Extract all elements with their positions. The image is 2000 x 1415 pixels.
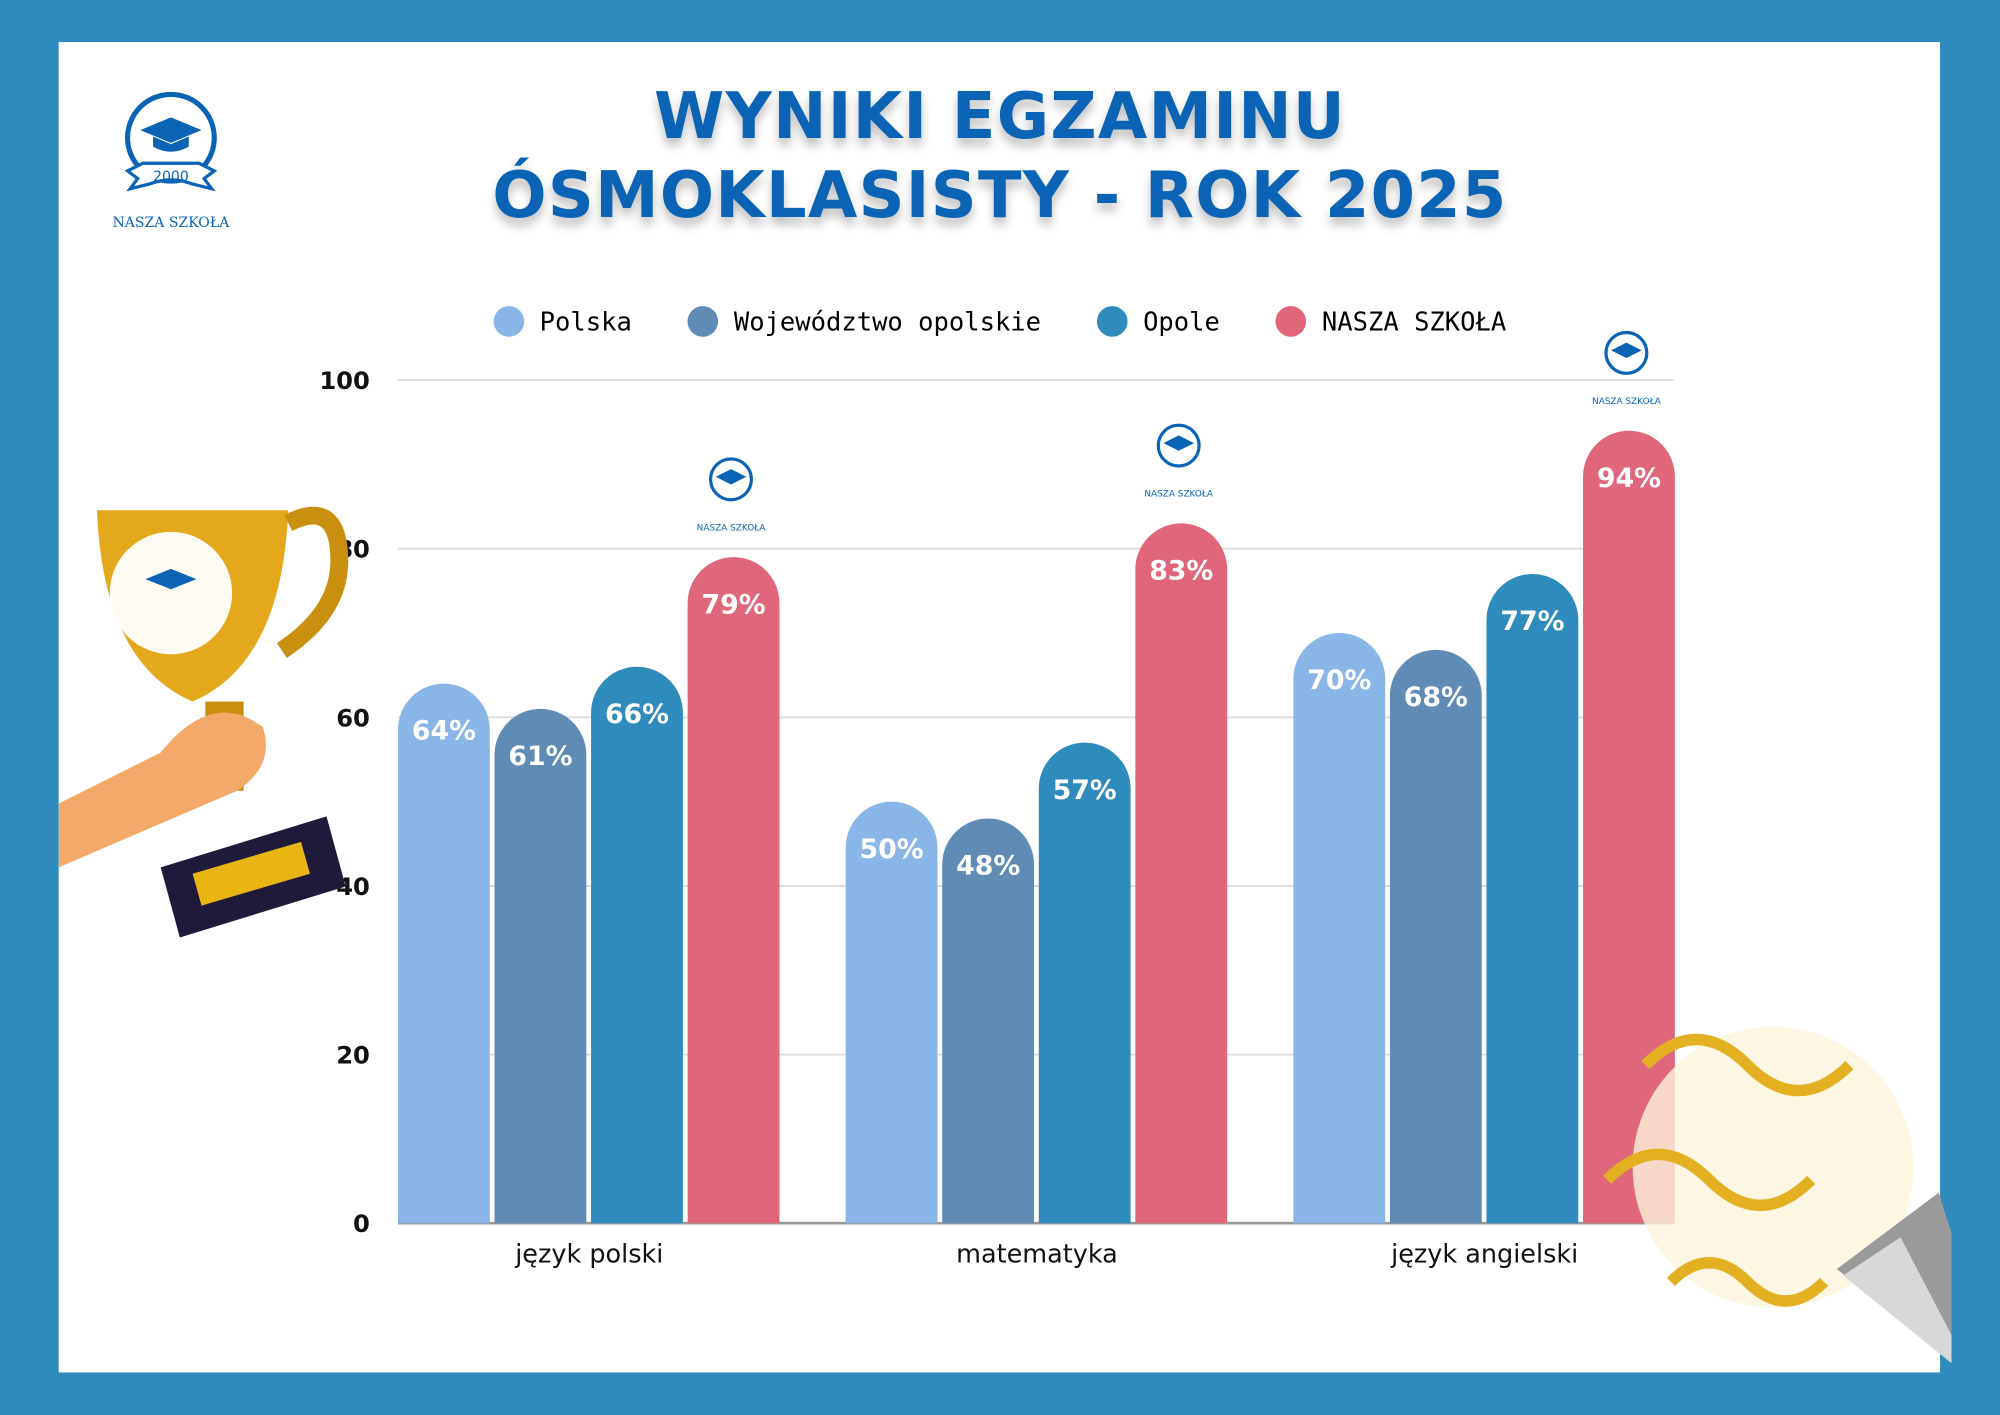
bar bbox=[1389, 649, 1482, 1224]
graduation-cap-icon bbox=[715, 469, 747, 485]
legend-swatch bbox=[493, 306, 525, 337]
bar bbox=[1583, 430, 1675, 1224]
legend-swatch bbox=[1097, 306, 1128, 337]
data-label: 77% bbox=[1500, 606, 1564, 637]
legend-item: Opole bbox=[1097, 306, 1220, 337]
school-logo-badge-icon bbox=[1156, 423, 1201, 468]
y-tick-label: 0 bbox=[353, 1210, 370, 1238]
x-tick-label: język angielski bbox=[1390, 1240, 1578, 1270]
data-label: 57% bbox=[1053, 775, 1117, 806]
legend-swatch bbox=[687, 306, 719, 337]
legend-label: Województwo opolskie bbox=[733, 306, 1042, 337]
legend-label: Opole bbox=[1143, 306, 1220, 337]
data-label: 61% bbox=[508, 741, 572, 772]
bar bbox=[845, 801, 938, 1224]
y-tick-label: 20 bbox=[336, 1042, 370, 1070]
graduation-cap-icon bbox=[1163, 435, 1194, 451]
legend-item: NASZA SZKOŁA bbox=[1275, 306, 1507, 337]
school-logo-badge-icon bbox=[708, 457, 753, 502]
data-label: 94% bbox=[1597, 463, 1661, 494]
data-label: 68% bbox=[1404, 682, 1468, 713]
bar bbox=[687, 557, 780, 1224]
logo-name: NASZA SZKOŁA bbox=[112, 214, 230, 231]
data-label: 66% bbox=[605, 699, 669, 730]
school-logo-badge-name: NASZA SZKOŁA bbox=[1144, 490, 1214, 500]
data-label: 70% bbox=[1307, 665, 1371, 696]
y-tick-label: 60 bbox=[336, 704, 370, 732]
school-logo-badge-name: NASZA SZKOŁA bbox=[1592, 397, 1662, 407]
graduation-cap-icon: 2000 bbox=[124, 91, 218, 192]
legend-swatch bbox=[1275, 306, 1307, 337]
bar bbox=[1135, 523, 1228, 1224]
data-label: 64% bbox=[412, 716, 476, 747]
title-line-1: WYNIKI EGZAMINU bbox=[653, 79, 1346, 154]
school-logo-badge-icon bbox=[1604, 330, 1649, 375]
logo-year: 2000 bbox=[153, 169, 189, 185]
bar bbox=[1038, 742, 1131, 1224]
legend-item: Polska bbox=[493, 306, 632, 337]
bar bbox=[397, 683, 490, 1224]
bar bbox=[494, 708, 587, 1224]
data-label: 79% bbox=[702, 589, 766, 620]
bar bbox=[1486, 574, 1579, 1224]
bar bbox=[591, 666, 683, 1224]
legend-label: Polska bbox=[539, 306, 632, 337]
bar bbox=[1293, 633, 1386, 1224]
y-tick-label: 100 bbox=[319, 367, 370, 395]
legend-label: NASZA SZKOŁA bbox=[1321, 306, 1507, 337]
data-label: 50% bbox=[860, 834, 924, 865]
party-popper-illustration bbox=[1603, 1026, 1952, 1364]
x-tick-label: język polski bbox=[514, 1240, 663, 1270]
title-line-2: ÓSMOKLASISTY - ROK 2025 bbox=[492, 158, 1508, 233]
chart-legend: Polska Województwo opolskie Opole NASZA SZK… bbox=[0, 306, 2000, 337]
x-tick-label: matematyka bbox=[956, 1240, 1118, 1270]
school-logo: 2000 NASZA SZKOŁA bbox=[110, 91, 232, 235]
bar bbox=[942, 818, 1035, 1224]
trophy-illustration bbox=[58, 506, 349, 938]
legend-item: Województwo opolskie bbox=[687, 306, 1042, 337]
graduation-cap-icon bbox=[1611, 342, 1642, 358]
school-logo-badge-name: NASZA SZKOŁA bbox=[697, 523, 767, 533]
data-label: 83% bbox=[1149, 556, 1213, 587]
data-label: 48% bbox=[956, 851, 1020, 882]
